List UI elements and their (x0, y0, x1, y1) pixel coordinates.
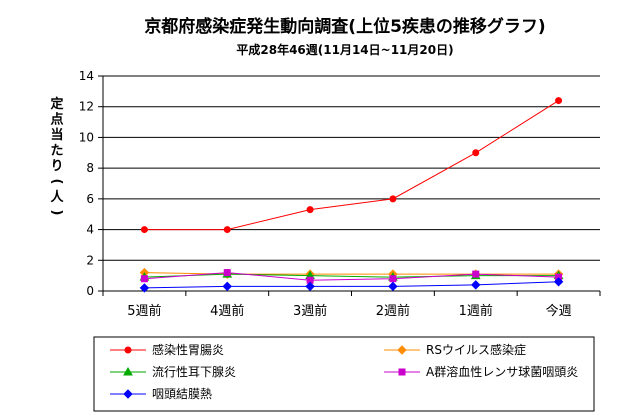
y-axis-label-char: 定 (49, 96, 63, 112)
y-axis-label-char: た (50, 144, 63, 159)
series-line (144, 281, 559, 289)
data-point (140, 275, 148, 283)
series-line (144, 272, 559, 281)
legend-item: RSウイルス感染症 (384, 342, 526, 357)
data-point (305, 281, 315, 292)
legend-label: 咽頭結膜熱 (152, 387, 212, 401)
data-point (472, 149, 480, 157)
data-point (306, 206, 314, 214)
legend-label: 感染性胃腸炎 (152, 342, 224, 357)
data-point (398, 368, 406, 376)
legend-item: 流行性耳下腺炎 (110, 365, 236, 379)
series-group (139, 97, 564, 293)
data-point (389, 275, 397, 283)
data-point (553, 277, 564, 287)
series (139, 277, 564, 293)
data-point (223, 269, 231, 277)
data-point (124, 346, 132, 354)
data-point (471, 280, 481, 290)
legend-label: 流行性耳下腺炎 (152, 365, 236, 379)
legend-item: 咽頭結膜熱 (110, 387, 212, 401)
data-point (123, 389, 133, 399)
legend-item: 感染性胃腸炎 (110, 342, 224, 357)
y-tick-label: 6 (86, 192, 94, 206)
data-point (140, 226, 148, 234)
chart-title: 京都府感染症発生動向調査(上位5疾患の推移グラフ) (144, 16, 545, 37)
data-point (123, 366, 133, 376)
legend-label: A群溶血性レンサ球菌咽頭炎 (426, 364, 578, 379)
legend-box (93, 336, 595, 412)
x-tick-label: 1週前 (459, 303, 493, 319)
y-axis-label-char: 当 (50, 127, 63, 143)
chart-subtitle: 平成28年46週(11月14日~11月20日) (236, 42, 453, 57)
y-tick-label: 4 (86, 223, 94, 237)
y-axis-label-char: 人 (50, 189, 64, 205)
data-point (223, 226, 231, 234)
series (140, 97, 563, 234)
y-tick-label: 2 (86, 253, 94, 267)
axes: 0 2 4 6 8 10 12 14 5週前 4週前 3週前 2週前 1週前 今週 (79, 69, 601, 319)
y-tick-label: 10 (79, 130, 94, 144)
y-tick-label: 8 (86, 161, 94, 175)
data-point (388, 281, 398, 292)
series-line (144, 273, 559, 278)
x-tick-label: 今週 (546, 303, 572, 319)
data-point (397, 345, 407, 355)
data-point (389, 195, 397, 203)
x-tick-label: 2週前 (376, 303, 410, 319)
legend-item: A群溶血性レンサ球菌咽頭炎 (384, 364, 578, 379)
data-point (555, 97, 563, 105)
y-axis-label-char: 点 (50, 112, 63, 128)
y-tick-label: 14 (79, 69, 94, 83)
data-point (139, 283, 150, 293)
x-tick-label: 3週前 (293, 303, 327, 319)
data-point (222, 281, 232, 292)
y-axis-label-char: り (50, 159, 63, 174)
y-axis-label-char: ( (49, 179, 64, 185)
series-line (144, 100, 559, 231)
y-tick-label: 0 (86, 284, 94, 298)
y-tick-label: 12 (79, 100, 94, 114)
y-axis-label-char: ) (49, 210, 64, 216)
gridlines (103, 75, 600, 261)
data-point (472, 270, 480, 278)
x-tick-label: 4週前 (210, 303, 244, 319)
x-tick-label: 5週前 (127, 303, 161, 319)
legend-label: RSウイルス感染症 (426, 342, 526, 357)
